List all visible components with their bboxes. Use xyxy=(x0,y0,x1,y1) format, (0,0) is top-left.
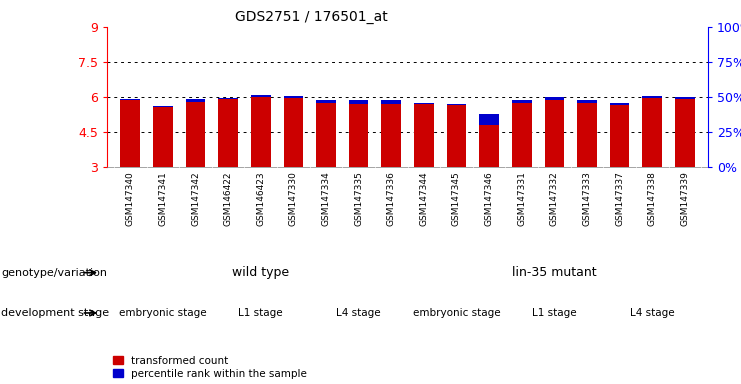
Text: GSM147336: GSM147336 xyxy=(387,171,396,226)
Text: embryonic stage: embryonic stage xyxy=(413,308,500,318)
Text: GSM147345: GSM147345 xyxy=(452,171,461,226)
Bar xyxy=(121,99,140,167)
Text: GSM147337: GSM147337 xyxy=(615,171,624,226)
Text: embryonic stage: embryonic stage xyxy=(119,308,207,318)
Bar xyxy=(545,97,564,167)
Text: L1 stage: L1 stage xyxy=(239,308,283,318)
Bar xyxy=(577,101,597,167)
Text: L4 stage: L4 stage xyxy=(336,308,381,318)
Text: GSM147332: GSM147332 xyxy=(550,171,559,226)
Bar xyxy=(447,104,466,105)
Bar xyxy=(251,94,270,97)
Bar xyxy=(153,108,173,167)
Bar xyxy=(642,96,662,167)
Bar xyxy=(479,114,499,125)
Bar xyxy=(577,101,597,103)
Bar xyxy=(447,104,466,167)
Text: GSM147334: GSM147334 xyxy=(322,171,330,226)
Bar xyxy=(349,101,368,167)
Text: GSM147341: GSM147341 xyxy=(159,171,167,226)
Bar xyxy=(316,101,336,103)
Text: GSM147331: GSM147331 xyxy=(517,171,526,226)
Bar xyxy=(414,103,433,167)
Text: GSM146423: GSM146423 xyxy=(256,171,265,226)
Bar xyxy=(219,98,238,167)
Bar xyxy=(186,99,205,167)
Text: L4 stage: L4 stage xyxy=(630,308,674,318)
Bar xyxy=(382,101,401,167)
Bar xyxy=(316,101,336,167)
Text: GSM147333: GSM147333 xyxy=(582,171,591,226)
Bar xyxy=(284,96,303,167)
Text: lin-35 mutant: lin-35 mutant xyxy=(512,266,597,279)
Bar xyxy=(545,97,564,100)
Text: GSM147335: GSM147335 xyxy=(354,171,363,226)
Bar xyxy=(675,97,694,99)
Text: development stage: development stage xyxy=(1,308,110,318)
Text: wild type: wild type xyxy=(232,266,289,279)
Bar xyxy=(512,101,531,167)
Bar xyxy=(186,99,205,102)
Text: L1 stage: L1 stage xyxy=(532,308,576,318)
Bar xyxy=(219,98,238,99)
Text: GSM147342: GSM147342 xyxy=(191,171,200,226)
Text: GSM147330: GSM147330 xyxy=(289,171,298,226)
Bar xyxy=(382,101,401,104)
Bar xyxy=(153,106,173,108)
Text: GDS2751 / 176501_at: GDS2751 / 176501_at xyxy=(235,10,388,23)
Bar xyxy=(284,96,303,98)
Text: GSM147344: GSM147344 xyxy=(419,171,428,226)
Bar xyxy=(251,94,270,167)
Text: GSM147346: GSM147346 xyxy=(485,171,494,226)
Bar xyxy=(610,103,629,105)
Text: GSM146422: GSM146422 xyxy=(224,171,233,226)
Bar xyxy=(512,101,531,103)
Bar xyxy=(610,103,629,167)
Legend: transformed count, percentile rank within the sample: transformed count, percentile rank withi… xyxy=(113,356,308,379)
Bar xyxy=(642,96,662,98)
Text: GSM147340: GSM147340 xyxy=(126,171,135,226)
Bar xyxy=(479,125,499,167)
Text: GSM147338: GSM147338 xyxy=(648,171,657,226)
Bar xyxy=(349,101,368,104)
Bar xyxy=(121,99,140,101)
Text: genotype/variation: genotype/variation xyxy=(1,268,107,278)
Text: GSM147339: GSM147339 xyxy=(680,171,689,226)
Bar xyxy=(414,103,433,104)
Bar xyxy=(675,97,694,167)
